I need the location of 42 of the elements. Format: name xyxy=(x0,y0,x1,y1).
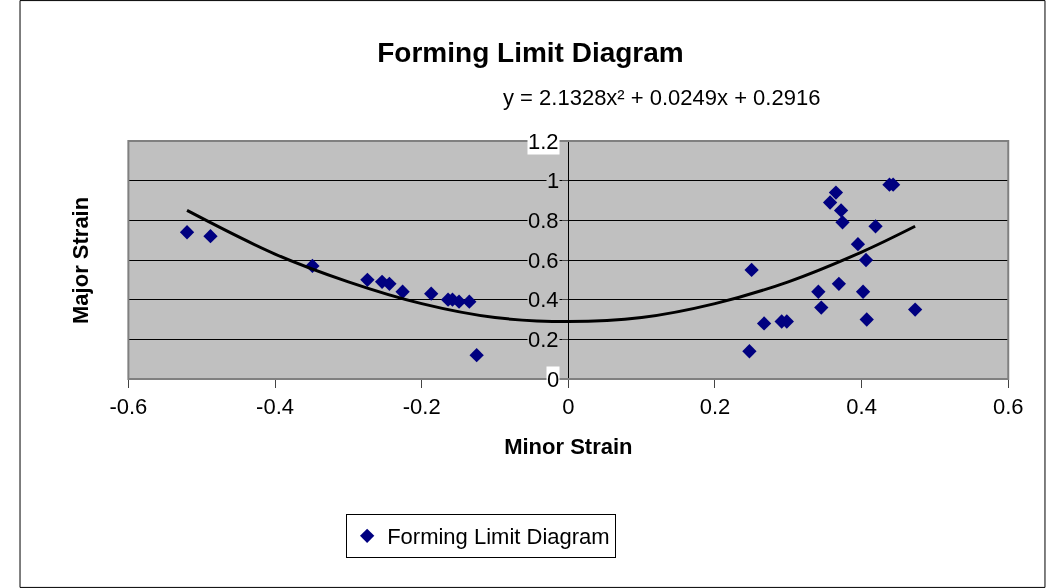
x-tick-label: -0.2 xyxy=(402,394,441,420)
y-tick-label: 0 xyxy=(547,367,560,392)
chart-title: Forming Limit Diagram xyxy=(377,36,684,68)
point xyxy=(858,252,874,268)
point xyxy=(831,276,847,291)
point xyxy=(859,312,874,327)
point xyxy=(814,300,829,315)
point xyxy=(907,302,923,317)
x-axis-title: Minor Strain xyxy=(504,434,633,460)
point xyxy=(179,225,195,240)
y-tick-label: 0.2 xyxy=(528,327,559,352)
legend-label: Forming Limit Diagram xyxy=(387,524,610,550)
point xyxy=(828,185,844,200)
point xyxy=(833,203,849,218)
point xyxy=(469,348,484,363)
point xyxy=(756,316,772,331)
point xyxy=(850,236,866,252)
x-tick-label: 0.6 xyxy=(992,394,1024,420)
point xyxy=(395,284,410,299)
y-tick-label: 1.2 xyxy=(528,129,559,154)
point xyxy=(382,276,397,291)
point xyxy=(811,284,826,299)
point xyxy=(742,344,757,359)
point xyxy=(822,195,838,210)
y-tick-label: 0.6 xyxy=(528,248,559,273)
point xyxy=(424,286,439,301)
point xyxy=(360,272,375,287)
x-tick-label: -0.6 xyxy=(109,394,148,420)
x-tick-label: -0.4 xyxy=(256,394,294,420)
y-tick-label: 1 xyxy=(547,168,560,193)
x-tick-label: 0.2 xyxy=(699,394,731,420)
point xyxy=(868,219,883,234)
text: y = 2.1328x² + 0.0249x + 0.2916 xyxy=(503,85,821,110)
point xyxy=(203,229,218,244)
y-tick-label: 0.4 xyxy=(528,287,559,312)
point xyxy=(744,262,759,278)
y-tick-label: 0.8 xyxy=(528,208,559,233)
point xyxy=(462,294,477,309)
y-axis-title: Major Strain xyxy=(67,196,93,324)
point xyxy=(835,215,850,230)
x-tick-label: 0.4 xyxy=(846,394,877,420)
point xyxy=(855,284,871,299)
